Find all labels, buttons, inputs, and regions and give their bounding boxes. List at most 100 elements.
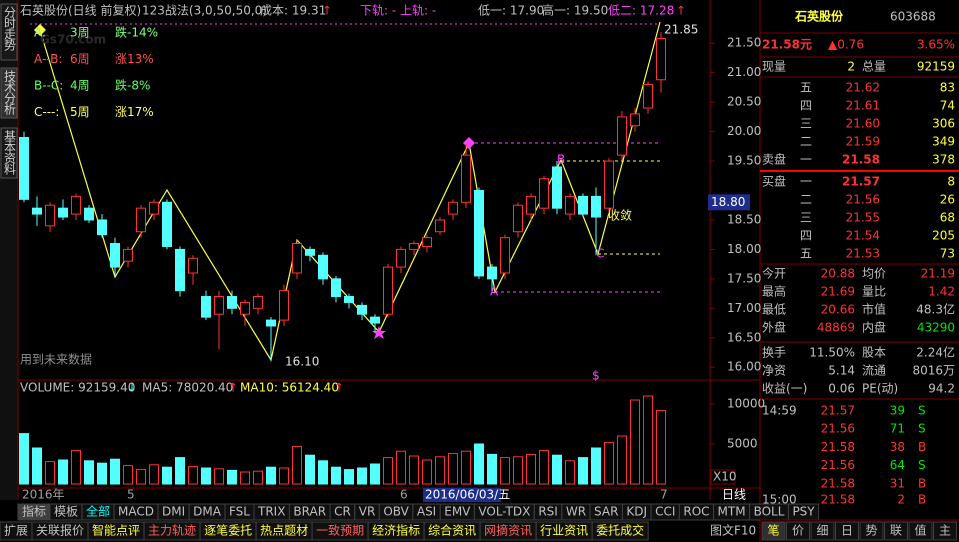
legend-weeks: 6周: [70, 52, 90, 66]
quote-tab[interactable]: [761, 521, 786, 541]
header-text: 下轨: - 上轨: -: [360, 4, 436, 18]
header-text: 石英股份(日线 前复权): [20, 3, 141, 18]
tab[interactable]: [591, 521, 649, 541]
candle-body: [500, 237, 510, 274]
header-text: ↑: [676, 4, 686, 18]
volume-bar: [591, 447, 601, 485]
quote-tab[interactable]: [908, 521, 933, 541]
tick-side: S: [918, 458, 926, 472]
quote-tab-label: 值: [914, 523, 926, 538]
volume-bar: [578, 457, 588, 485]
volume-bar: [435, 456, 445, 485]
volume-bar: [201, 467, 211, 485]
volume-bar: [487, 453, 497, 485]
side-tab[interactable]: [0, 3, 18, 61]
volume-bar: [409, 455, 419, 485]
legend-label: A--B:: [34, 52, 62, 66]
tab-label: 扩展: [4, 524, 28, 538]
quote-tab-label: 日: [841, 524, 853, 538]
tab-label: 智能点评: [92, 523, 140, 538]
date-label: 7: [660, 488, 668, 502]
bid-level: 三: [800, 211, 812, 225]
quote-tab[interactable]: [933, 521, 957, 541]
side-tab-label: 基本资料: [3, 130, 17, 175]
stat-label: 最高: [762, 284, 786, 299]
pct: 3.65%: [917, 38, 955, 52]
candle-body: [175, 248, 185, 292]
volume-bar: [643, 395, 653, 485]
tab-label: DMA: [193, 505, 222, 519]
y-tick-label: 19.50: [727, 154, 761, 168]
volume-bar: [604, 441, 614, 485]
quote-tab-label: 细: [816, 524, 828, 538]
tab-label: 行业资讯: [540, 524, 588, 538]
candle-body: [513, 204, 523, 233]
candle-body: [474, 190, 484, 277]
tick-price: 21.56: [821, 422, 855, 436]
candle-body: [435, 219, 445, 233]
candle-body: [357, 304, 367, 315]
bid-volume: 205: [932, 229, 955, 243]
stat-label: 流通: [862, 364, 886, 378]
stat-value: 2.24亿: [916, 345, 955, 360]
quote-tab[interactable]: [786, 521, 810, 541]
tab-label: VOL-TDX: [478, 505, 530, 519]
volume-bar: [58, 459, 68, 485]
volume-bar: [305, 454, 315, 485]
quote-tab[interactable]: [835, 521, 859, 541]
date-cursor: 2016/06/03/五: [425, 488, 510, 502]
tab-label: 模板: [54, 505, 78, 519]
tick-side: B: [918, 493, 926, 507]
tab-label: RSI: [538, 505, 558, 519]
y-tick-label: 10000: [727, 397, 765, 411]
candle-body: [305, 248, 315, 256]
quote-tab[interactable]: [810, 521, 835, 541]
candle-body: [253, 296, 263, 309]
volume-bar: [266, 466, 276, 485]
candle-body: [227, 296, 237, 309]
ask-title: 卖盘: [762, 152, 786, 167]
candle-body: [409, 243, 419, 250]
candle-body: [58, 207, 68, 218]
tick-time: 14:59: [762, 404, 797, 418]
stat-label: 换手: [762, 346, 786, 360]
y-tick-label: 16.50: [727, 330, 761, 344]
stat-value: 48.3亿: [916, 302, 955, 317]
side-tab[interactable]: [0, 67, 18, 119]
candle-body: [396, 248, 406, 268]
stat-label: 量比: [862, 285, 886, 299]
tick-volume: 71: [890, 422, 905, 436]
quote-tab-label: 联: [890, 524, 902, 538]
stat-label: PE(动): [862, 382, 898, 396]
period-label: 日线: [722, 488, 746, 502]
stat-value: 92159: [917, 60, 955, 74]
candle-body: [162, 201, 172, 247]
candle-body: [136, 207, 146, 233]
quote-tab-label: 笔: [767, 523, 779, 538]
stat-label: 总量: [862, 60, 886, 74]
side-tab[interactable]: [0, 127, 18, 179]
ask-price: 21.61: [846, 99, 880, 113]
candle-body: [591, 195, 601, 218]
stat-value: 48869: [817, 321, 855, 335]
y-tick-label: 17.00: [727, 301, 761, 315]
tick-price: 21.57: [821, 404, 855, 418]
stat-label: 现量: [762, 60, 786, 74]
quote-tab[interactable]: [859, 521, 884, 541]
y-tick-label: 5000: [727, 437, 758, 451]
tab-label: ROC: [683, 505, 709, 519]
change: ▲0.76: [828, 38, 864, 52]
volume-bar: [136, 469, 146, 485]
tick-side: S: [918, 404, 926, 418]
bid-level: 一: [800, 175, 812, 189]
candle-body: [617, 116, 627, 156]
quote-tab[interactable]: [884, 521, 908, 541]
stat-value: 11.50%: [809, 346, 855, 360]
volume-header: ↑: [334, 381, 344, 395]
header-text: 123战法(3,0,50,50,0): [142, 4, 267, 18]
legend-weeks: 3周: [70, 26, 90, 40]
stat-label: 市值: [862, 302, 886, 317]
bid-price: 21.54: [846, 229, 880, 243]
stat-value: 94.2: [928, 382, 955, 396]
annotation: 21.85: [664, 23, 698, 37]
